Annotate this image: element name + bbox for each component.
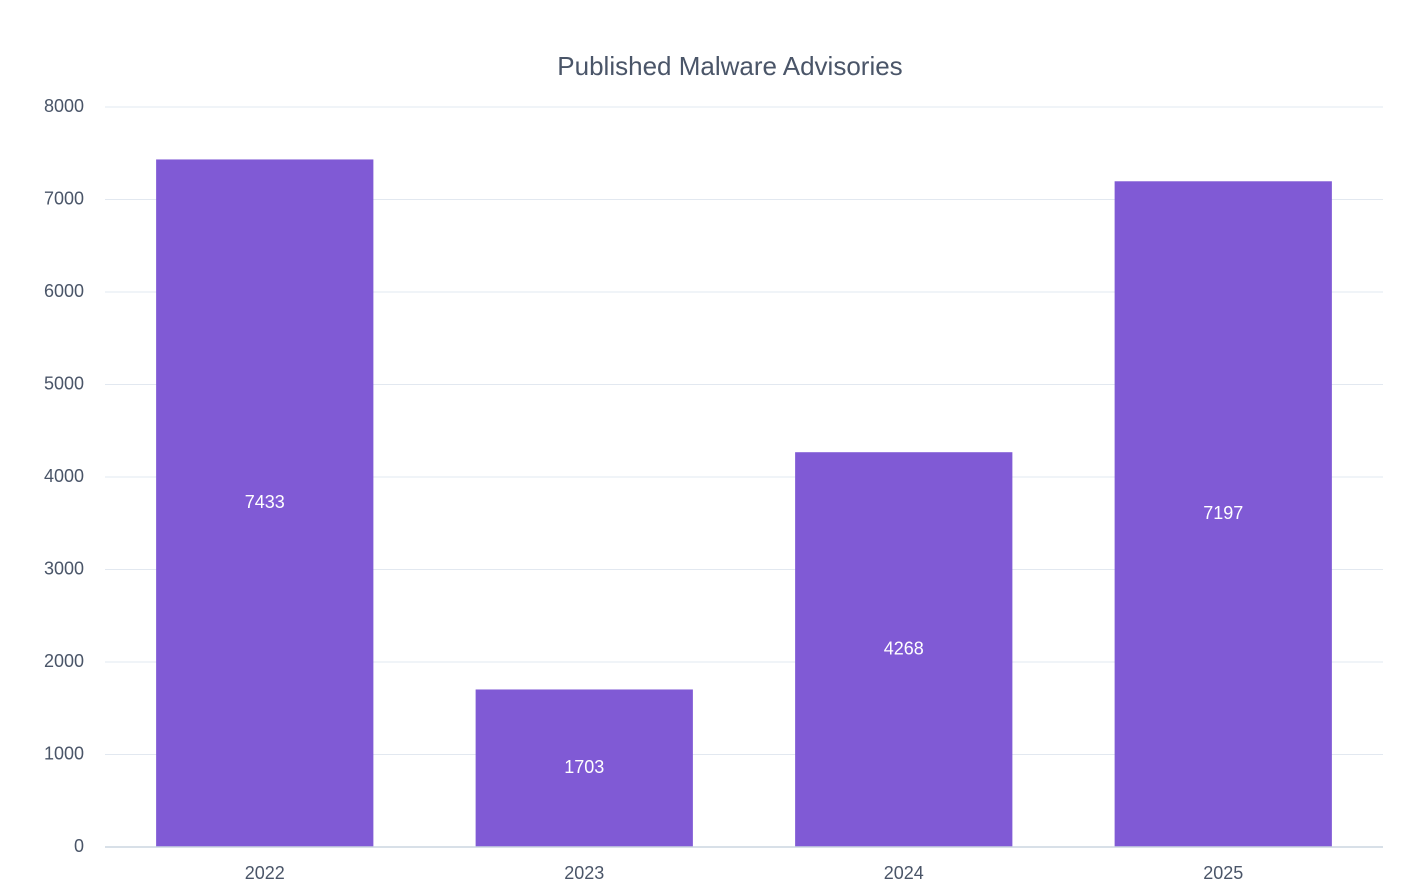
y-tick-label: 0 xyxy=(74,836,84,856)
x-tick-label: 2023 xyxy=(564,863,604,883)
x-tick-label: 2022 xyxy=(245,863,285,883)
value-label: 7433 xyxy=(245,492,285,512)
value-label: 1703 xyxy=(564,757,604,777)
y-tick-label: 5000 xyxy=(44,373,84,393)
y-tick-label: 2000 xyxy=(44,651,84,671)
y-tick-label: 7000 xyxy=(44,188,84,208)
bar xyxy=(1114,181,1332,848)
value-label: 4268 xyxy=(884,638,924,658)
bar xyxy=(156,159,374,847)
x-tick-label: 2025 xyxy=(1203,863,1243,883)
y-tick-label: 8000 xyxy=(44,96,84,116)
y-tick-label: 4000 xyxy=(44,466,84,486)
y-tick-label: 3000 xyxy=(44,558,84,578)
bar xyxy=(795,452,1013,847)
bar xyxy=(475,689,693,847)
x-tick-label: 2024 xyxy=(884,863,924,883)
value-label: 7197 xyxy=(1203,503,1243,523)
y-tick-label: 1000 xyxy=(44,743,84,763)
chart-title: Published Malware Advisories xyxy=(557,51,902,81)
y-tick-label: 6000 xyxy=(44,281,84,301)
